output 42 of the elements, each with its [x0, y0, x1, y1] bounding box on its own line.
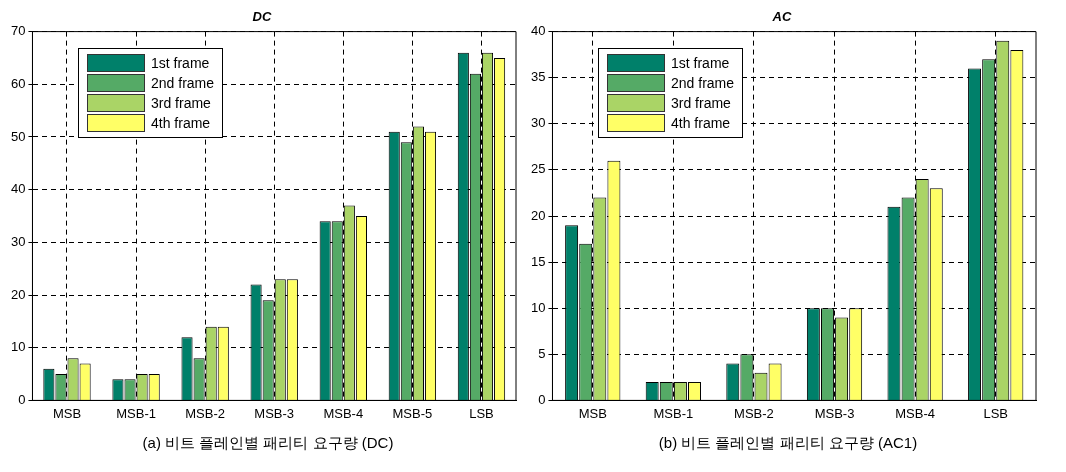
y-tick-label: 10	[10, 339, 26, 355]
x-tick-label: MSB-3	[254, 405, 295, 421]
y-tick-label: 0	[18, 391, 26, 407]
y-tick-label: 35	[530, 69, 546, 85]
y-tick-label: 10	[530, 299, 546, 315]
x-tick-label: MSB-1	[653, 405, 694, 421]
x-tick-label: MSB	[578, 405, 607, 421]
x-tick-label: MSB-2	[185, 405, 226, 421]
x-tick-label: MSB-3	[814, 405, 855, 421]
x-tick-label: MSB-1	[116, 405, 156, 421]
y-tick-label: 25	[530, 161, 546, 177]
legend-label: 1st frame	[151, 55, 210, 71]
y-tick-label: 30	[10, 233, 26, 249]
y-tick-label: 60	[10, 75, 26, 91]
x-tick-label: MSB-4	[323, 405, 364, 421]
x-tick-label: MSB-5	[392, 405, 433, 421]
x-tick-label: LSB	[469, 405, 494, 421]
y-tick-label: 30	[530, 115, 546, 131]
x-tick-label: MSB-4	[895, 405, 935, 421]
legend-label: 2nd frame	[671, 75, 735, 91]
x-tick-label: MSB	[52, 405, 82, 421]
legend-label: 4th frame	[151, 115, 211, 131]
y-tick-label: 5	[538, 345, 546, 361]
x-tick-label: LSB	[983, 405, 1008, 421]
y-tick-label: 40	[10, 181, 26, 197]
legend-label: 4th frame	[671, 115, 731, 131]
text: (b) 비트 플레인별 패리티 요구량 (AC1)	[657, 434, 919, 453]
legend-label: 3rd frame	[671, 95, 731, 111]
y-tick-label: 20	[10, 286, 26, 302]
legend-label: 3rd frame	[151, 95, 211, 111]
chart-title: DC	[252, 9, 272, 25]
legend-label: 1st frame	[671, 55, 730, 71]
y-tick-label: 20	[530, 207, 546, 223]
y-tick-label: 70	[10, 23, 26, 39]
y-tick-label: 15	[530, 253, 546, 269]
legend-label: 2nd frame	[151, 75, 215, 91]
chart-title: AC	[771, 9, 792, 25]
y-tick-label: 40	[530, 23, 546, 39]
y-tick-label: 0	[538, 391, 546, 407]
x-tick-label: MSB-2	[734, 405, 774, 421]
text: (a) 비트 플레인별 패리티 요구량 (DC)	[141, 434, 395, 453]
y-tick-label: 50	[10, 128, 26, 144]
